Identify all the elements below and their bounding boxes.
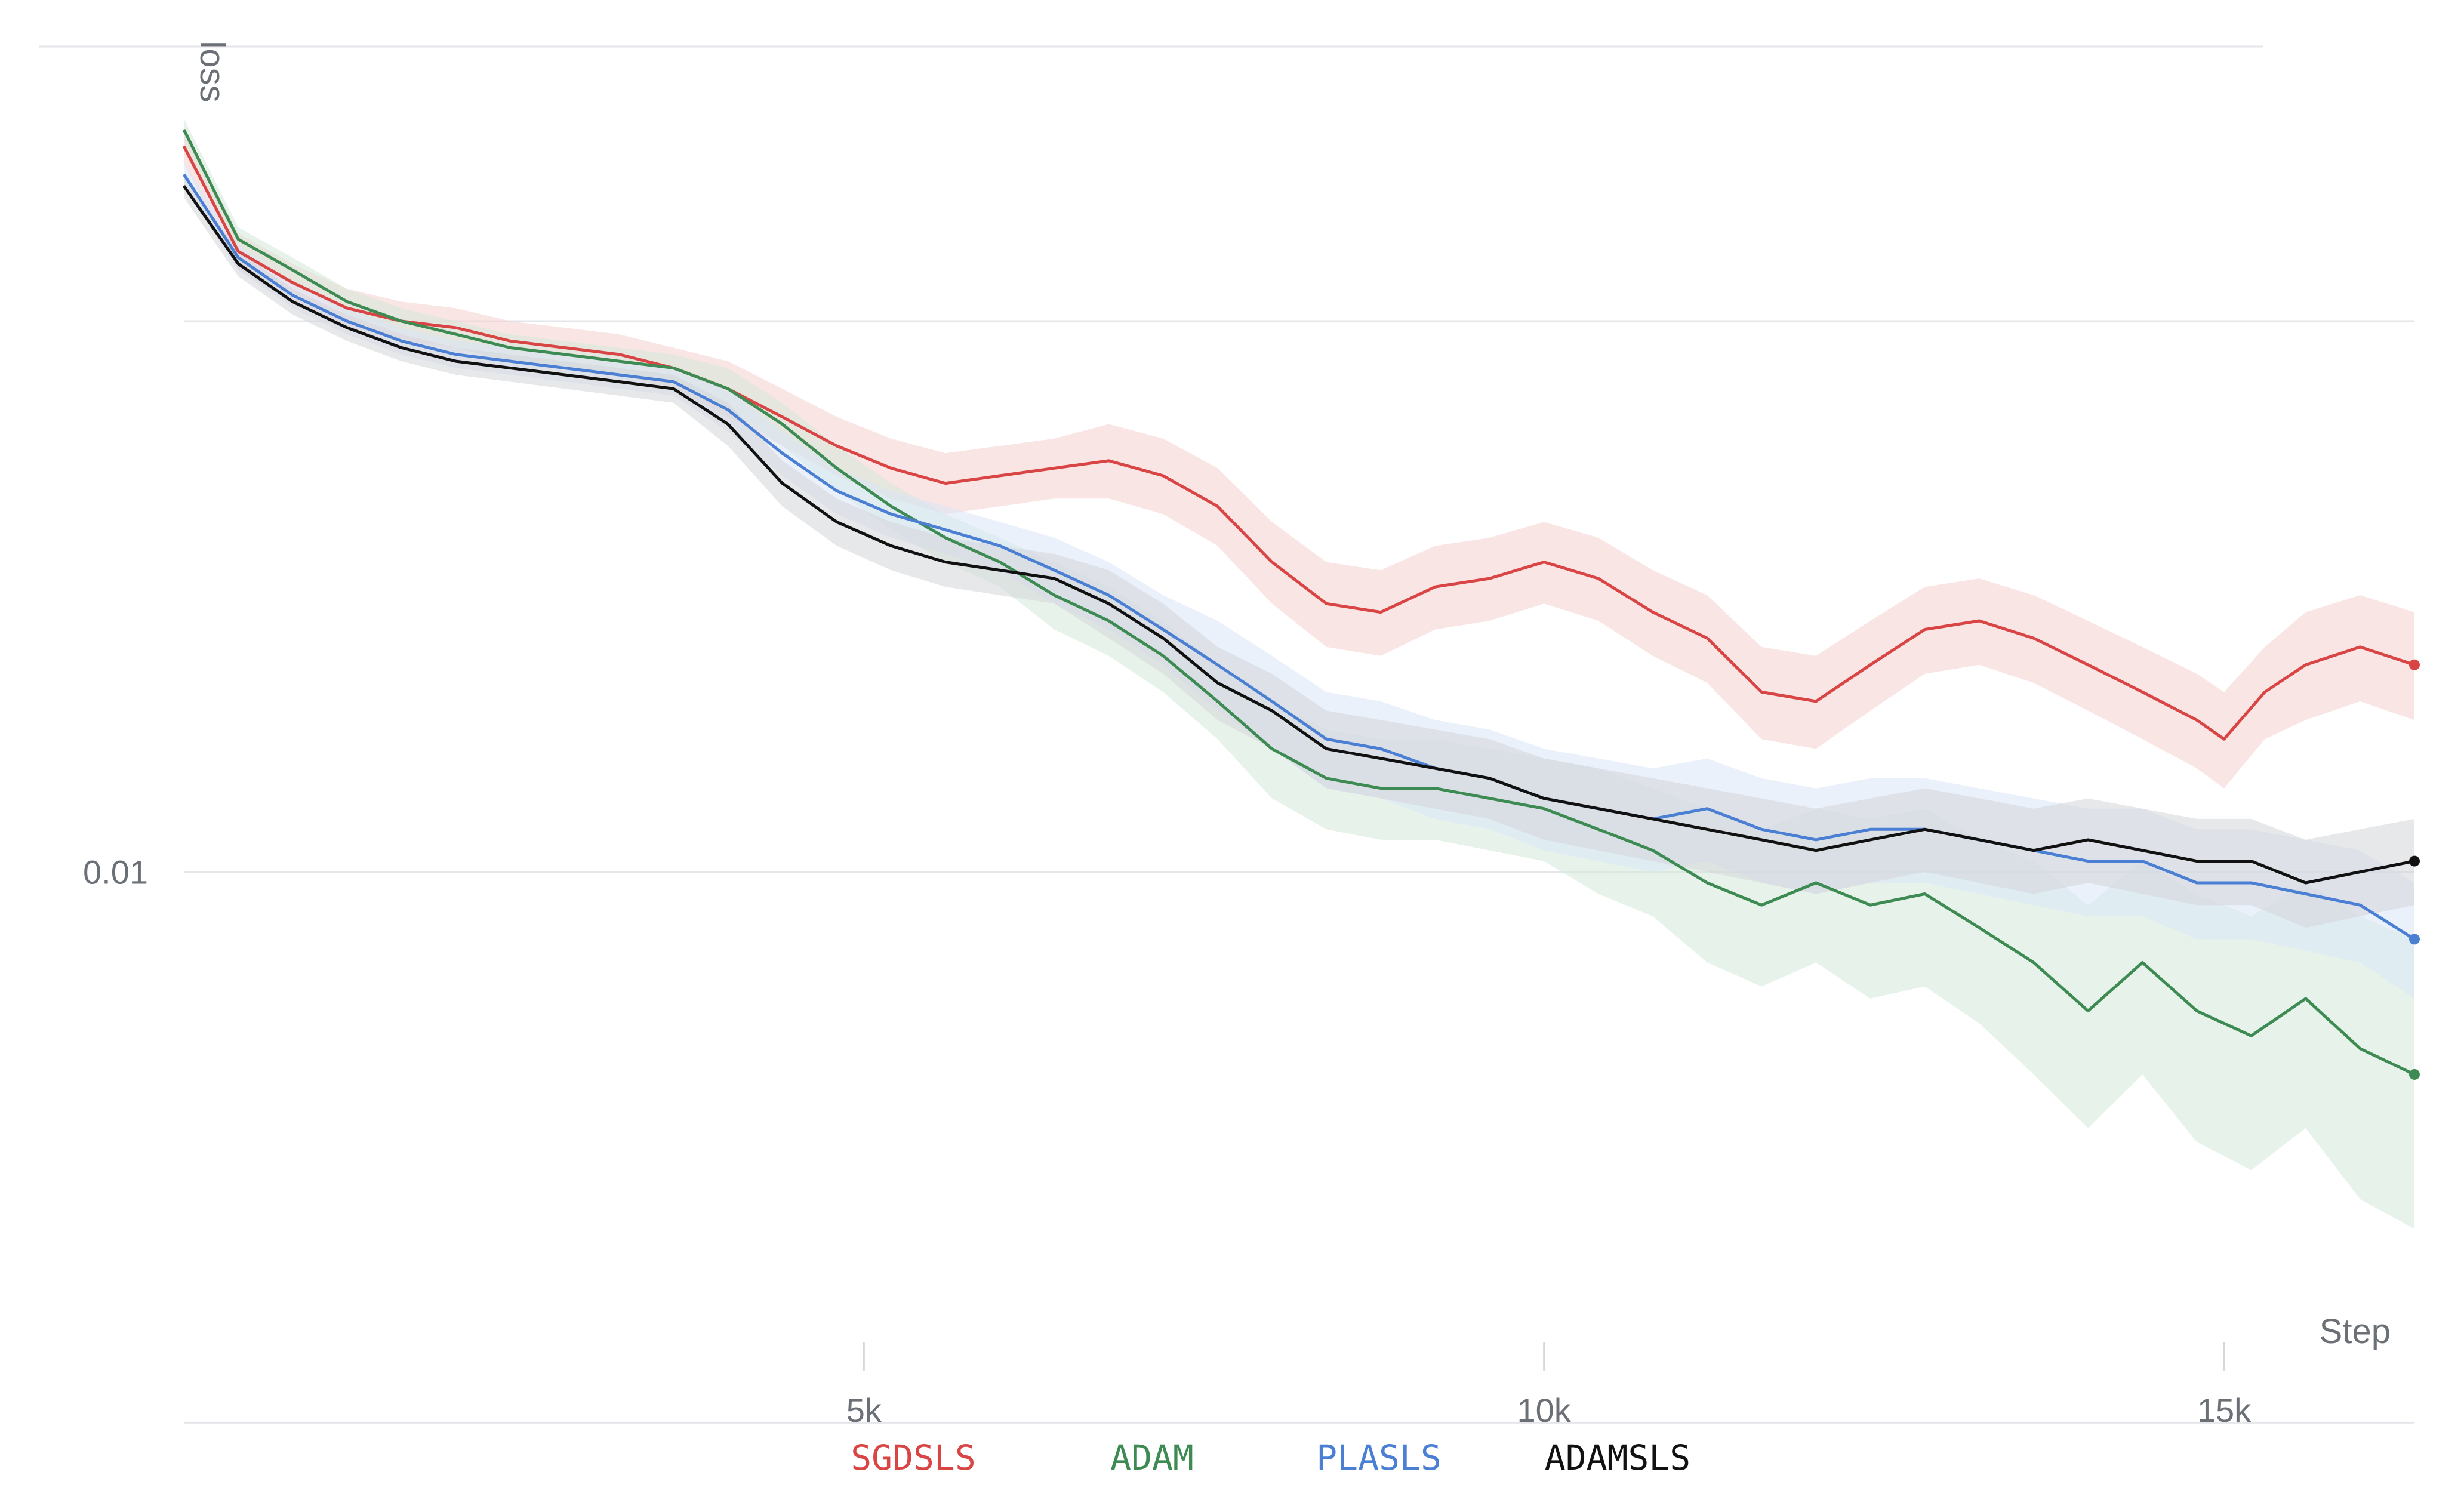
y-tick-label: 0.01 bbox=[83, 854, 148, 891]
endpoint-sgdsls bbox=[2409, 659, 2420, 670]
endpoint-adamsls bbox=[2409, 855, 2420, 867]
legend-item-sgdsls: SGDSLS bbox=[851, 1437, 976, 1478]
x-axis-label: Step bbox=[2320, 1312, 2391, 1351]
y-axis-label: loss bbox=[193, 41, 232, 102]
legend: SGDSLS ADAM PLASLS ADAMSLS bbox=[851, 1437, 1690, 1478]
series-endpoints bbox=[2409, 659, 2420, 1080]
y-axis: 0.01 bbox=[83, 854, 148, 891]
x-axis: 5k 10k 15k bbox=[846, 1342, 2252, 1429]
legend-item-adamsls: ADAMSLS bbox=[1545, 1437, 1690, 1478]
line-adamsls bbox=[182, 185, 2415, 885]
line-plasls bbox=[182, 173, 2416, 941]
band-sgdsls bbox=[184, 130, 2414, 789]
series-lines bbox=[182, 128, 2416, 1076]
band-plasls bbox=[184, 163, 2414, 999]
line-sgdsls bbox=[182, 145, 2415, 741]
legend-item-adam: ADAM bbox=[1110, 1437, 1194, 1478]
confidence-bands bbox=[184, 118, 2414, 1229]
x-tick-label: 15k bbox=[2197, 1391, 2252, 1429]
legend-item-plasls: PLASLS bbox=[1316, 1437, 1442, 1478]
endpoint-plasls bbox=[2409, 934, 2420, 945]
endpoint-adam bbox=[2409, 1068, 2420, 1080]
band-adamsls bbox=[184, 174, 2414, 928]
x-tick-label: 5k bbox=[846, 1391, 882, 1429]
line-adam bbox=[182, 128, 2416, 1076]
x-tick-label: 10k bbox=[1517, 1391, 1572, 1429]
